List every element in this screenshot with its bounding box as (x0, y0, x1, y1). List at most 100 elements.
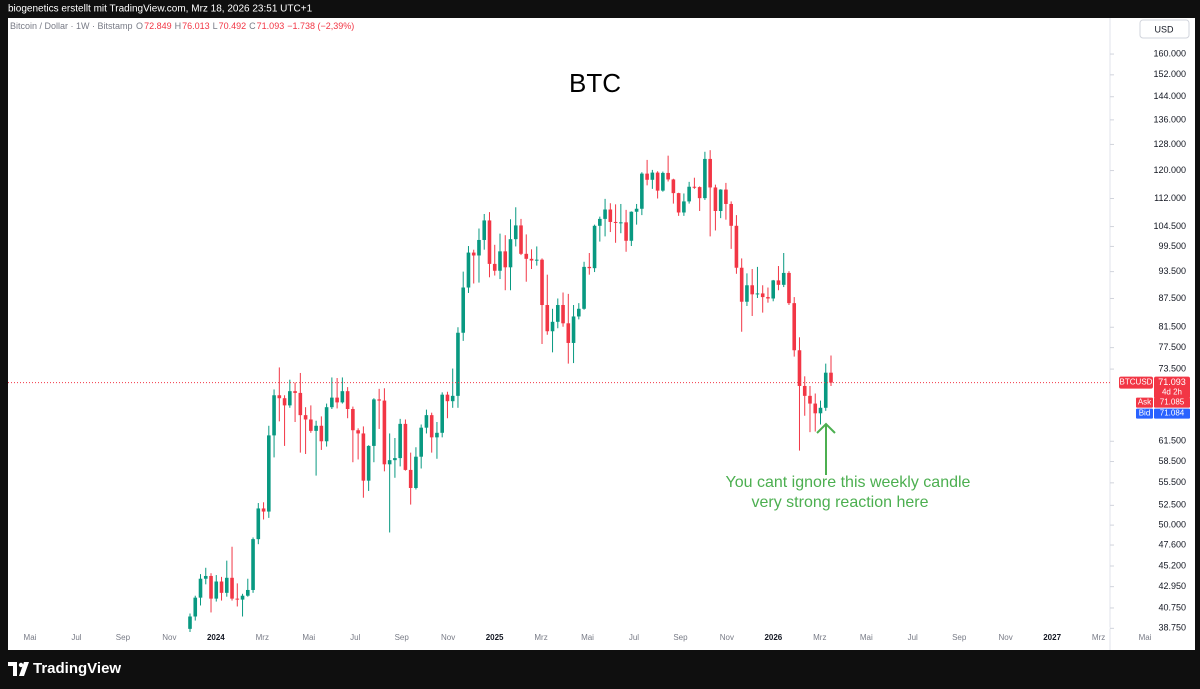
y-tick-label: 58.500 (1158, 456, 1186, 466)
candle-body (429, 415, 434, 438)
y-tick-label: 55.500 (1158, 477, 1186, 487)
annotation-arrow (816, 422, 836, 475)
candle-body (508, 239, 513, 268)
candle-body (492, 263, 497, 271)
candle-body (288, 391, 292, 406)
candle-body (718, 189, 723, 211)
candle-body (682, 201, 686, 213)
candle-body (598, 218, 602, 226)
candle-body (456, 332, 460, 396)
candle-body (498, 251, 502, 271)
candle-body (655, 172, 660, 191)
brand-logo (8, 662, 29, 676)
candle-body (293, 391, 297, 393)
candle-body (230, 577, 234, 599)
candle-body (766, 297, 770, 299)
candle-body (713, 187, 718, 211)
candle-body (461, 287, 466, 333)
candle-body (408, 469, 413, 488)
candle-body (340, 391, 345, 403)
candle-body (692, 186, 697, 188)
ohlc-key: C (249, 21, 256, 31)
candle-body (640, 173, 644, 209)
y-tick-label: 50.000 (1158, 519, 1186, 529)
symbol-tag (1119, 376, 1153, 389)
candle-body (813, 403, 818, 414)
y-tick-label: 93.500 (1158, 266, 1186, 276)
candle-body (629, 211, 634, 241)
y-tick-label: 47.600 (1158, 539, 1186, 549)
x-tick-label: Jul (629, 633, 639, 642)
chart-title: BTC (569, 68, 621, 98)
x-tick-label: 2024 (207, 633, 225, 642)
candle-body (829, 372, 833, 383)
candle-body (582, 266, 586, 309)
y-tick-label: 77.500 (1158, 342, 1186, 352)
candle-body (361, 433, 366, 481)
candle-body (335, 397, 339, 403)
y-tick-label: 160.000 (1153, 48, 1186, 58)
candle-body (592, 225, 597, 269)
countdown: 4d 2h (1162, 388, 1182, 397)
candle-body (224, 577, 229, 593)
y-tick-label: 152.000 (1153, 69, 1186, 79)
candle-body (209, 575, 213, 599)
y-tick-label: 120.000 (1153, 165, 1186, 175)
ask: 71.085 (1160, 398, 1185, 407)
bid-key-box (1136, 408, 1153, 419)
candle-body (524, 253, 529, 259)
candle-body (613, 221, 618, 223)
candle-body (203, 575, 208, 579)
symbol-tag-text: BTCUSD (1120, 378, 1153, 387)
candle-body (634, 208, 639, 212)
x-tick-label: Mrz (1092, 633, 1105, 642)
y-tick-label: 87.500 (1158, 293, 1186, 303)
candle-body (566, 323, 571, 343)
ohlc-key: L (212, 21, 218, 31)
annotation: very strong reaction here (752, 494, 929, 511)
candle-body (661, 172, 665, 191)
ohlc-value: 72.849 (144, 21, 172, 31)
annotation: You cant ignore this weekly candle (726, 474, 971, 491)
credit: biogenetics erstellt mit TradingView.com… (8, 4, 313, 15)
candle-body (219, 581, 224, 593)
ask-box (1154, 397, 1190, 408)
candle-body (319, 425, 324, 442)
bid: 71.084 (1160, 409, 1185, 418)
candle-body (771, 280, 776, 299)
candle-body (603, 209, 607, 219)
currency-box[interactable] (1139, 19, 1190, 39)
candle-body (403, 423, 408, 470)
legend: Bitcoin / Dollar · 1W · Bitstamp O72.849… (10, 21, 357, 31)
x-tick-label: 2026 (764, 633, 782, 642)
y-tick-label: 61.500 (1158, 436, 1186, 446)
candle-body (729, 203, 733, 226)
candle-body (534, 259, 539, 261)
candle-body (188, 616, 192, 629)
candle-body (787, 272, 791, 304)
x-tick-label: Sep (673, 633, 688, 642)
candle-body (513, 225, 518, 240)
x-tick-label: Mrz (534, 633, 547, 642)
y-tick-label: 144.000 (1153, 91, 1186, 101)
x-tick-label: Mai (581, 633, 594, 642)
candle-body (545, 305, 550, 332)
candle-body (356, 430, 360, 434)
candle-body (298, 392, 303, 416)
x-tick-label: Mrz (813, 633, 826, 642)
candle-body (366, 445, 371, 481)
candle-body (267, 435, 271, 512)
candle-body (724, 189, 728, 204)
y-tick-label: 52.500 (1158, 500, 1186, 510)
y-tick-label: 104.500 (1153, 221, 1186, 231)
candle-body (314, 425, 318, 431)
ohlc-value: 71.093 (256, 21, 285, 31)
x-tick-label: Mrz (256, 633, 269, 642)
x-tick-label: Sep (952, 633, 967, 642)
ask-key: Ask (1138, 398, 1152, 407)
change: −1.738 (−2,39%) (287, 21, 355, 31)
candle-body (519, 225, 523, 254)
candle-body (372, 399, 376, 446)
ohlc-key: O (136, 21, 144, 31)
